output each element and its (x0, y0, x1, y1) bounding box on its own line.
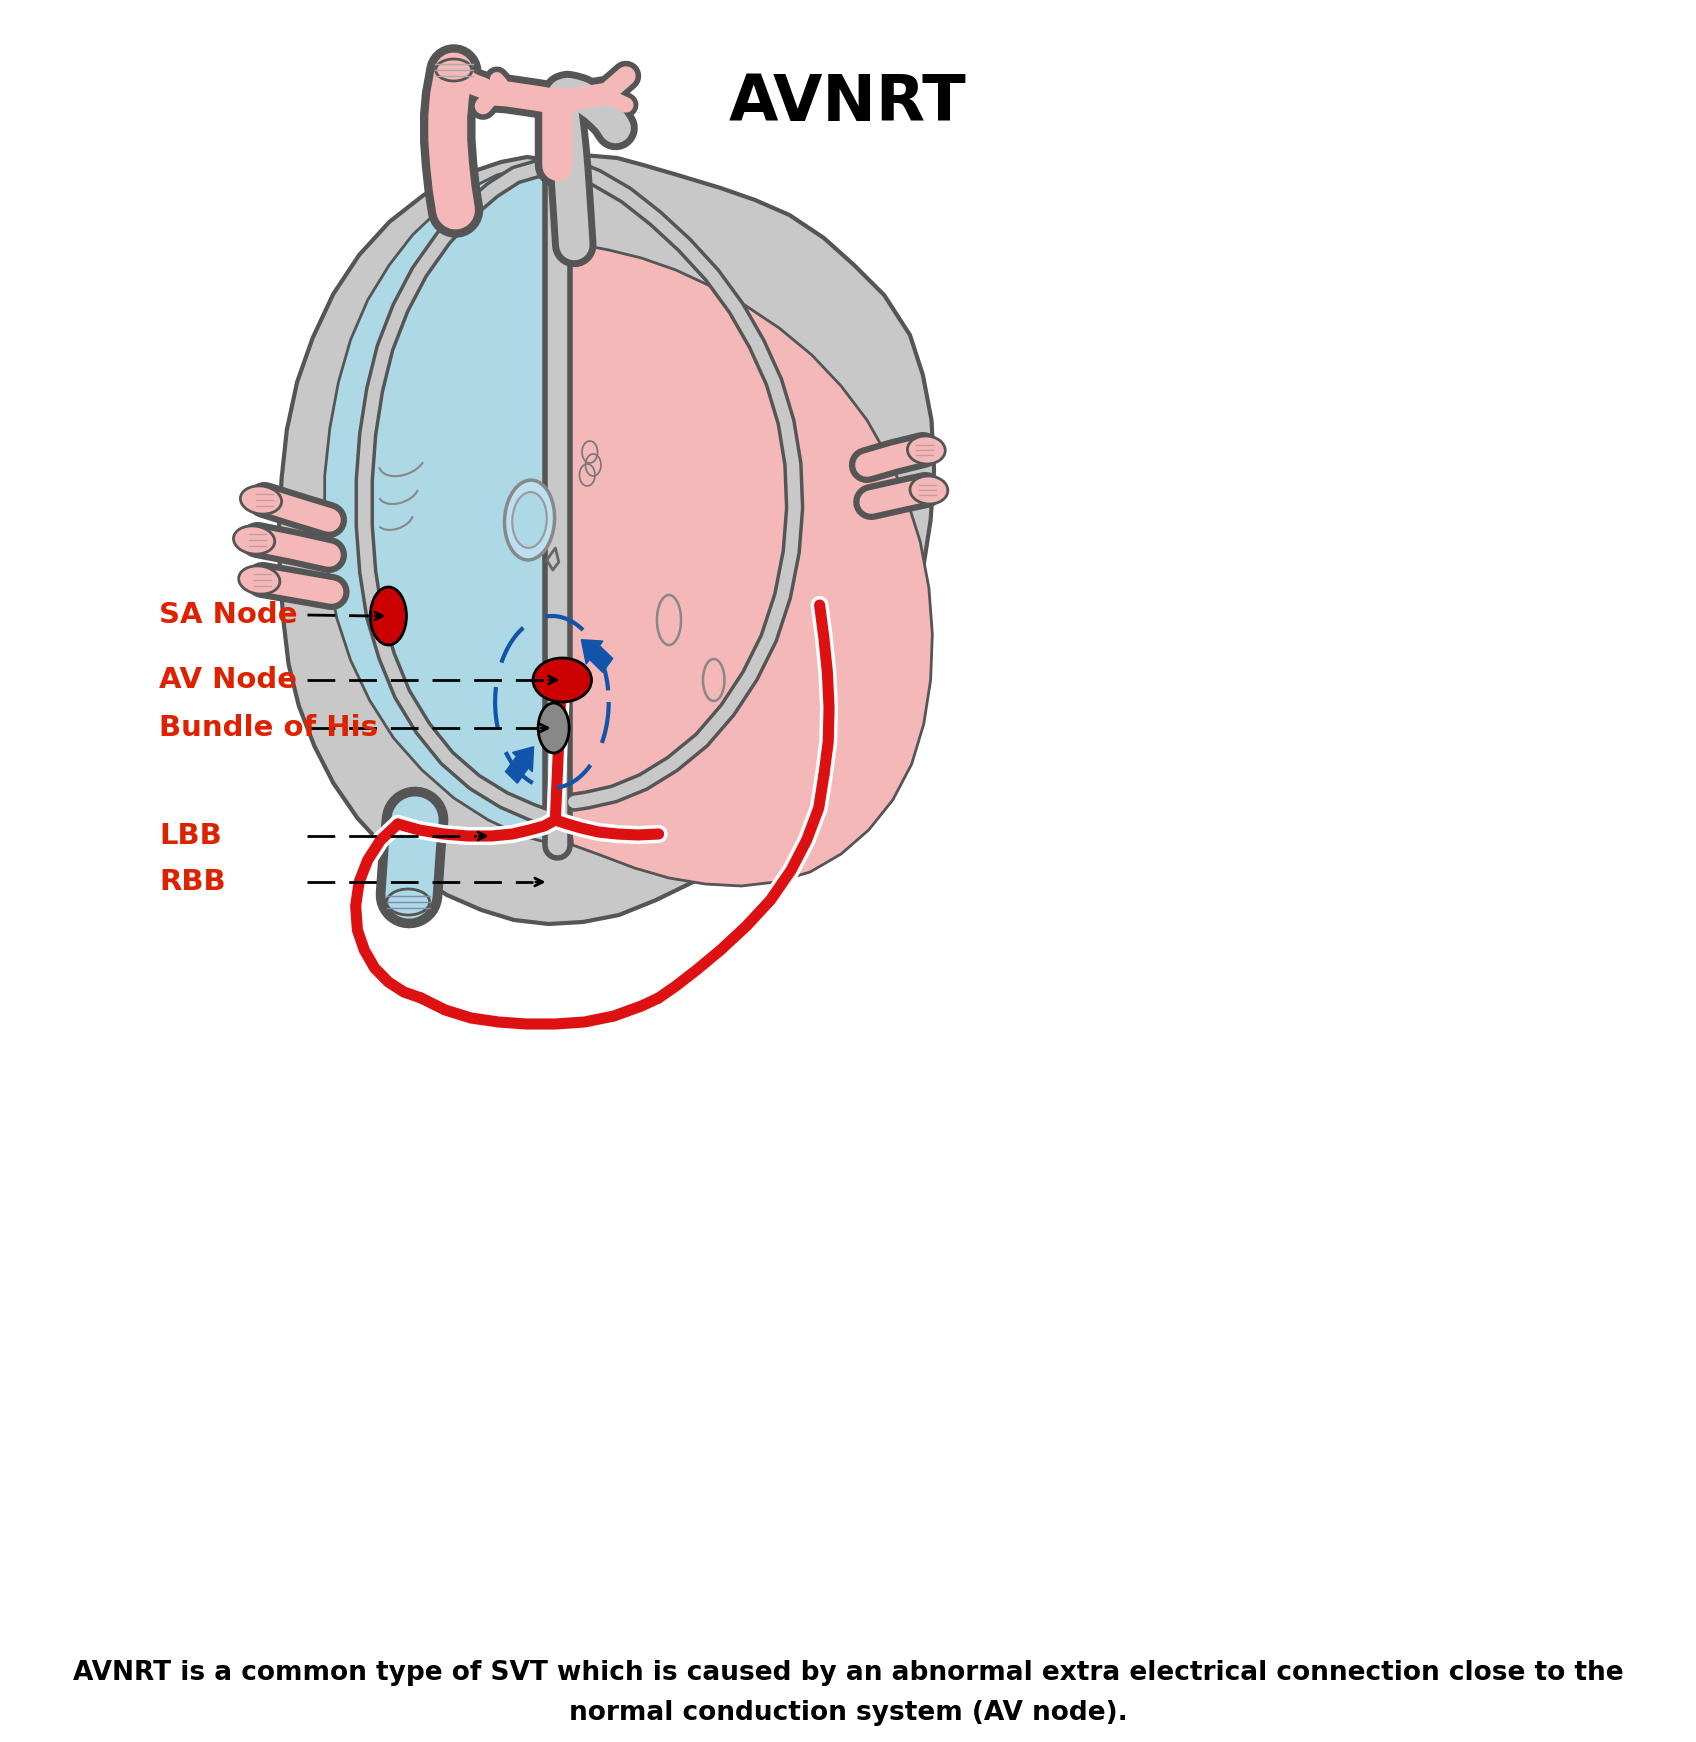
Ellipse shape (504, 481, 555, 559)
Ellipse shape (512, 491, 546, 549)
Text: normal conduction system (AV node).: normal conduction system (AV node). (568, 1700, 1128, 1726)
Text: Bundle of His: Bundle of His (159, 714, 378, 742)
Text: RBB: RBB (159, 868, 226, 895)
Polygon shape (280, 155, 934, 923)
Text: AV Node: AV Node (159, 665, 297, 693)
Text: LBB: LBB (159, 822, 222, 850)
FancyArrow shape (505, 747, 534, 784)
Ellipse shape (239, 566, 280, 594)
Ellipse shape (907, 436, 945, 463)
Ellipse shape (656, 596, 682, 645)
Ellipse shape (538, 704, 570, 753)
Ellipse shape (911, 476, 948, 503)
Ellipse shape (436, 59, 471, 80)
Polygon shape (556, 167, 933, 887)
FancyArrow shape (582, 639, 612, 672)
Ellipse shape (387, 888, 429, 915)
Ellipse shape (533, 658, 592, 702)
Ellipse shape (702, 658, 724, 700)
Text: SA Node: SA Node (159, 601, 298, 629)
Ellipse shape (241, 486, 282, 514)
Ellipse shape (234, 526, 275, 554)
Ellipse shape (370, 587, 407, 645)
Text: AVNRT: AVNRT (729, 71, 967, 134)
Text: AVNRT is a common type of SVT which is caused by an abnormal extra electrical co: AVNRT is a common type of SVT which is c… (73, 1660, 1623, 1686)
Polygon shape (324, 165, 575, 845)
